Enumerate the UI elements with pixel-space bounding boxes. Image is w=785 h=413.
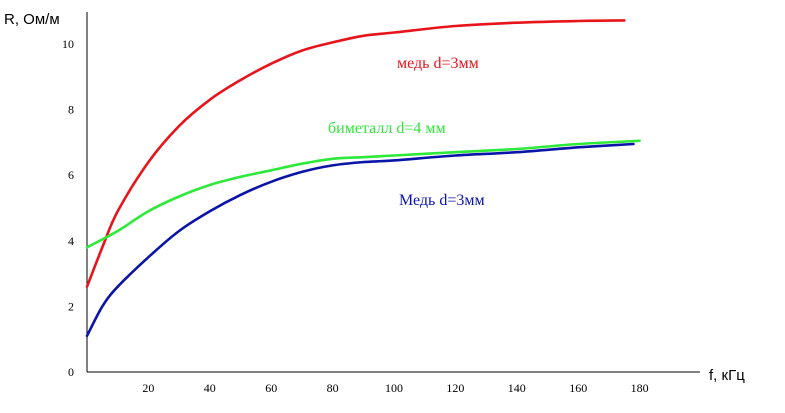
x-tick-label: 80: [327, 381, 339, 395]
series-line-bimetal: [85, 139, 641, 249]
y-tick-label: 10: [62, 37, 74, 51]
y-tick-label: 2: [68, 299, 74, 313]
x-tick-label: 40: [204, 381, 216, 395]
x-tick-labels: 20 40 60 80 100 120 140 160 180: [142, 381, 648, 395]
y-tick-label: 0: [68, 365, 74, 379]
y-axis-label: R, Ом/м: [4, 11, 60, 28]
x-tick-label: 160: [569, 381, 587, 395]
series-lines: [85, 19, 641, 338]
y-tick-label: 6: [68, 168, 74, 182]
x-tick-label: 120: [446, 381, 464, 395]
series-label-bimetal: биметалл d=4 мм: [328, 120, 446, 137]
y-tick-label: 4: [68, 234, 74, 248]
x-axis-label: f, кГц: [709, 367, 745, 384]
x-tick-label: 20: [142, 381, 154, 395]
series-line-blue-copper: [85, 142, 635, 338]
x-tick-label: 140: [508, 381, 526, 395]
series-line-red-copper: [85, 19, 626, 288]
y-tick-label: 8: [68, 103, 74, 117]
series-label-red-copper: медь d=3мм: [397, 55, 479, 72]
x-tick-label: 100: [385, 381, 403, 395]
x-tick-label: 180: [631, 381, 649, 395]
y-tick-labels: 0 2 4 6 8 10: [62, 37, 74, 379]
series-label-blue-copper: Медь d=3мм: [399, 192, 485, 209]
x-tick-label: 60: [265, 381, 277, 395]
